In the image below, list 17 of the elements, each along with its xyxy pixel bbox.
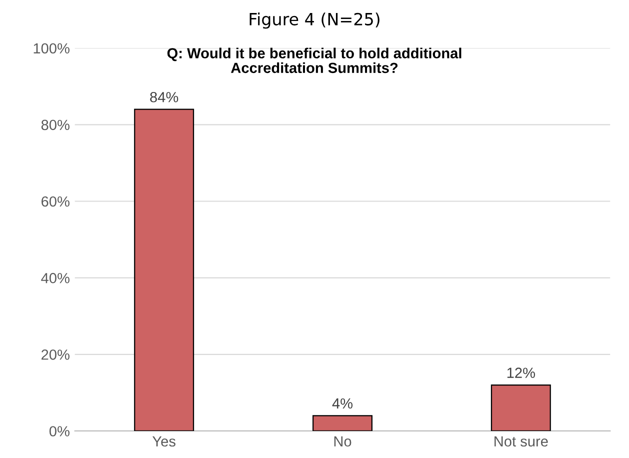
y-tick-label: 0% <box>49 426 70 436</box>
x-tick-label: Not sure <box>494 436 548 447</box>
data-label: 12% <box>507 368 535 378</box>
x-tick-label: Yes <box>152 436 176 447</box>
chart-subtitle: Q: Would it be beneficial to hold additional Accreditation Summits? <box>167 48 462 74</box>
bar <box>134 108 194 431</box>
bar <box>490 384 551 431</box>
x-tick-label: No <box>334 436 352 447</box>
data-label: 4% <box>332 398 353 409</box>
data-label: 84% <box>150 92 178 102</box>
y-tick-label: 100% <box>34 43 70 54</box>
chart-title: Figure 4 (N=25) <box>250 12 380 29</box>
bar <box>312 415 372 431</box>
y-tick-label: 80% <box>41 120 70 130</box>
y-tick-label: 40% <box>41 272 70 284</box>
y-tick-label: 20% <box>42 350 70 360</box>
y-tick-label: 60% <box>42 196 70 207</box>
